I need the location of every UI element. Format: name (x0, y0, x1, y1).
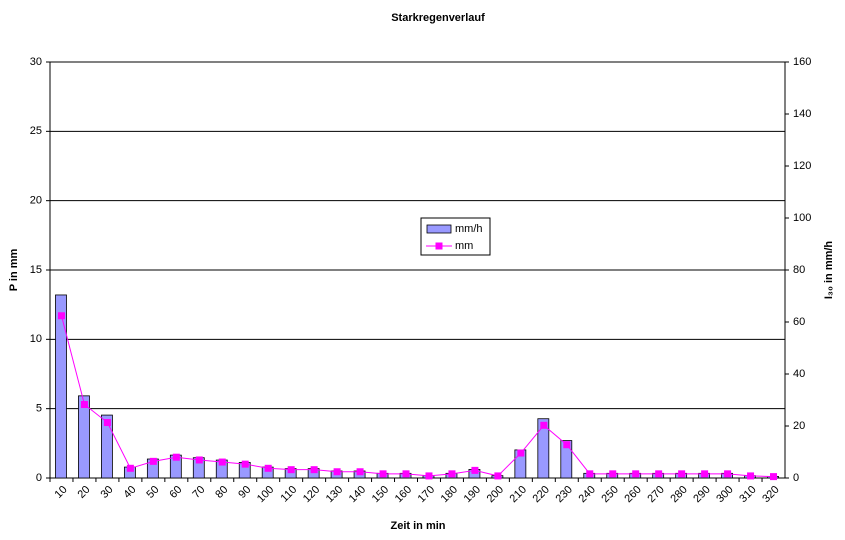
x-tick-label: 150 (370, 484, 391, 505)
bar (537, 418, 550, 479)
x-tick-label: 180 (439, 484, 460, 505)
point (517, 449, 525, 457)
x-tick-label: 220 (531, 484, 552, 505)
point (448, 470, 456, 478)
y2-tick-label: 120 (793, 160, 811, 172)
point (770, 473, 778, 481)
x-tick-label: 110 (278, 484, 299, 505)
y-tick-label: 5 (36, 403, 42, 415)
x-tick-label: 120 (301, 484, 322, 505)
point (632, 470, 640, 478)
point (425, 472, 433, 480)
x-tick-label: 90 (236, 484, 253, 501)
legend-label: mm (455, 240, 473, 252)
legend-label: mm/h (455, 223, 483, 235)
point (701, 470, 709, 478)
point (724, 470, 732, 478)
x-tick-label: 160 (393, 484, 414, 505)
legend-marker (435, 242, 443, 250)
point (172, 453, 180, 461)
x-tick-label: 250 (599, 484, 620, 505)
x-tick-label: 240 (576, 484, 597, 505)
point (103, 419, 111, 427)
y-tick-label: 30 (30, 56, 42, 68)
point (310, 466, 318, 474)
x-tick-label: 20 (75, 484, 92, 501)
bar (78, 395, 90, 479)
x-tick-label: 60 (167, 484, 184, 501)
point (678, 470, 686, 478)
y-tick-label: 0 (36, 472, 42, 484)
x-tick-label: 290 (691, 484, 712, 505)
point (241, 460, 249, 468)
point (356, 468, 364, 476)
point (563, 441, 571, 449)
x-tick-label: 140 (347, 484, 368, 505)
chart-title: Starkregenverlauf (391, 12, 485, 24)
point (379, 470, 387, 478)
y2-tick-label: 100 (793, 212, 811, 224)
y2-tick-label: 20 (793, 420, 805, 432)
point (195, 456, 203, 464)
point (218, 458, 226, 466)
x-tick-label: 230 (554, 484, 575, 505)
y-tick-label: 10 (30, 333, 42, 345)
x-tick-label: 310 (737, 484, 758, 505)
x-tick-label: 30 (98, 484, 115, 501)
y2-tick-label: 160 (793, 56, 811, 68)
point (609, 470, 617, 478)
y-tick-label: 25 (30, 125, 42, 137)
x-tick-label: 190 (462, 484, 483, 505)
y-tick-label: 20 (30, 195, 42, 207)
x-tick-label: 40 (121, 484, 138, 501)
bar (101, 414, 113, 479)
bar (560, 440, 573, 479)
point (333, 468, 341, 476)
x-tick-label: 170 (416, 484, 437, 505)
y2-tick-label: 0 (793, 472, 799, 484)
point (747, 472, 755, 480)
point (80, 401, 88, 409)
x-tick-label: 300 (714, 484, 735, 505)
y-axis-label: P in mm (8, 248, 20, 291)
legend-box (420, 217, 491, 256)
point (494, 472, 502, 480)
x-tick-label: 210 (508, 484, 529, 505)
point (540, 421, 548, 429)
point (126, 464, 134, 472)
y2-axis-label: I₃₀ in mm/h (823, 241, 835, 300)
point (287, 466, 295, 474)
point (57, 312, 65, 320)
y-tick-label: 15 (30, 264, 42, 276)
x-tick-label: 100 (255, 484, 276, 505)
x-tick-label: 260 (622, 484, 643, 505)
point (471, 466, 479, 474)
point (264, 464, 272, 472)
y2-tick-label: 40 (793, 368, 805, 380)
point (586, 470, 594, 478)
x-tick-label: 270 (645, 484, 666, 505)
point (402, 470, 410, 478)
x-tick-label: 130 (324, 484, 345, 505)
point (149, 457, 157, 465)
bar (55, 294, 67, 479)
x-tick-label: 80 (213, 484, 230, 501)
x-tick-label: 70 (190, 484, 207, 501)
x-axis-label: Zeit in min (391, 520, 446, 532)
x-tick-label: 200 (485, 484, 506, 505)
y2-tick-label: 140 (793, 108, 811, 120)
x-tick-label: 280 (668, 484, 689, 505)
line (61, 315, 774, 478)
x-tick-label: 50 (144, 484, 161, 501)
point (655, 470, 663, 478)
y2-tick-label: 60 (793, 316, 805, 328)
y2-tick-label: 80 (793, 264, 805, 276)
x-tick-label: 320 (760, 484, 781, 505)
legend-swatch (426, 224, 452, 234)
x-tick-label: 10 (53, 484, 70, 501)
